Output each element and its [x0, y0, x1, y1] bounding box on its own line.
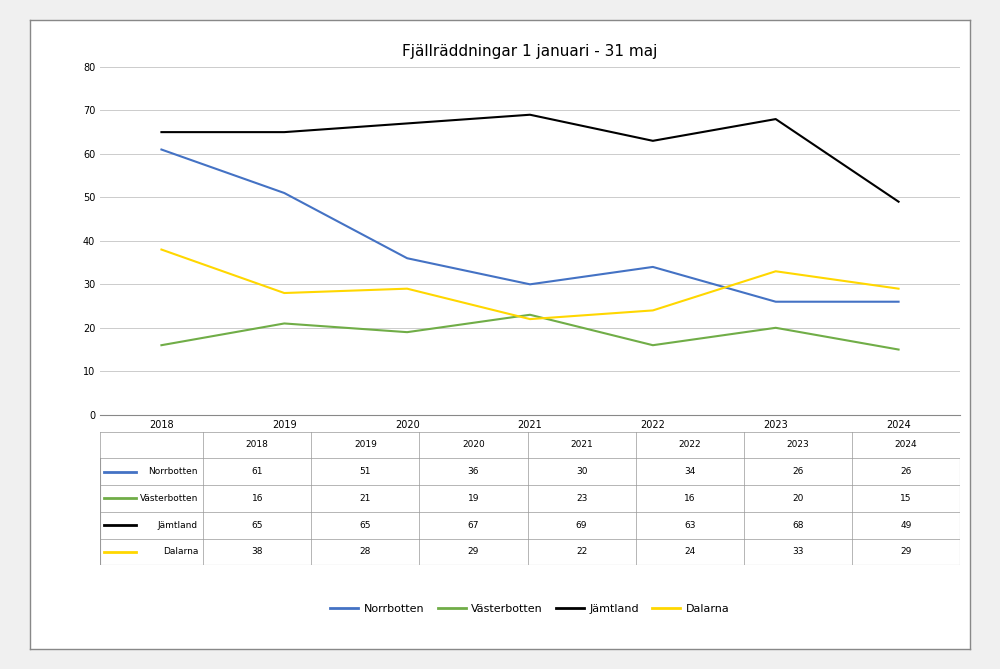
Text: 2019: 2019 — [354, 440, 377, 450]
Text: 26: 26 — [792, 467, 804, 476]
Text: Västerbotten: Västerbotten — [140, 494, 198, 503]
Text: Norrbotten: Norrbotten — [149, 467, 198, 476]
Text: 20: 20 — [792, 494, 804, 503]
Text: 2023: 2023 — [786, 440, 809, 450]
Legend: Norrbotten, Västerbotten, Jämtland, Dalarna: Norrbotten, Västerbotten, Jämtland, Dala… — [326, 599, 734, 618]
Text: 49: 49 — [900, 520, 912, 530]
Text: Dalarna: Dalarna — [163, 547, 198, 557]
Text: 67: 67 — [468, 520, 479, 530]
Text: 28: 28 — [360, 547, 371, 557]
Text: 2024: 2024 — [895, 440, 917, 450]
Text: 15: 15 — [900, 494, 912, 503]
Text: 68: 68 — [792, 520, 804, 530]
Text: 16: 16 — [252, 494, 263, 503]
Text: 16: 16 — [684, 494, 695, 503]
Title: Fjällräddningar 1 januari - 31 maj: Fjällräddningar 1 januari - 31 maj — [402, 43, 658, 59]
Text: 29: 29 — [468, 547, 479, 557]
Text: 21: 21 — [360, 494, 371, 503]
Text: 2020: 2020 — [462, 440, 485, 450]
Text: 2022: 2022 — [678, 440, 701, 450]
Text: 63: 63 — [684, 520, 695, 530]
Text: 34: 34 — [684, 467, 695, 476]
Text: 30: 30 — [576, 467, 587, 476]
Text: 22: 22 — [576, 547, 587, 557]
Text: 23: 23 — [576, 494, 587, 503]
Text: 29: 29 — [900, 547, 912, 557]
Text: 51: 51 — [360, 467, 371, 476]
Text: 19: 19 — [468, 494, 479, 503]
Text: 65: 65 — [252, 520, 263, 530]
Text: 26: 26 — [900, 467, 912, 476]
Text: 65: 65 — [360, 520, 371, 530]
Bar — [100, 432, 960, 458]
Text: 24: 24 — [684, 547, 695, 557]
Text: Jämtland: Jämtland — [158, 520, 198, 530]
Text: 69: 69 — [576, 520, 587, 530]
Text: 36: 36 — [468, 467, 479, 476]
Text: 38: 38 — [252, 547, 263, 557]
Text: 61: 61 — [252, 467, 263, 476]
Text: 2021: 2021 — [570, 440, 593, 450]
Text: 2018: 2018 — [246, 440, 269, 450]
Text: 33: 33 — [792, 547, 804, 557]
